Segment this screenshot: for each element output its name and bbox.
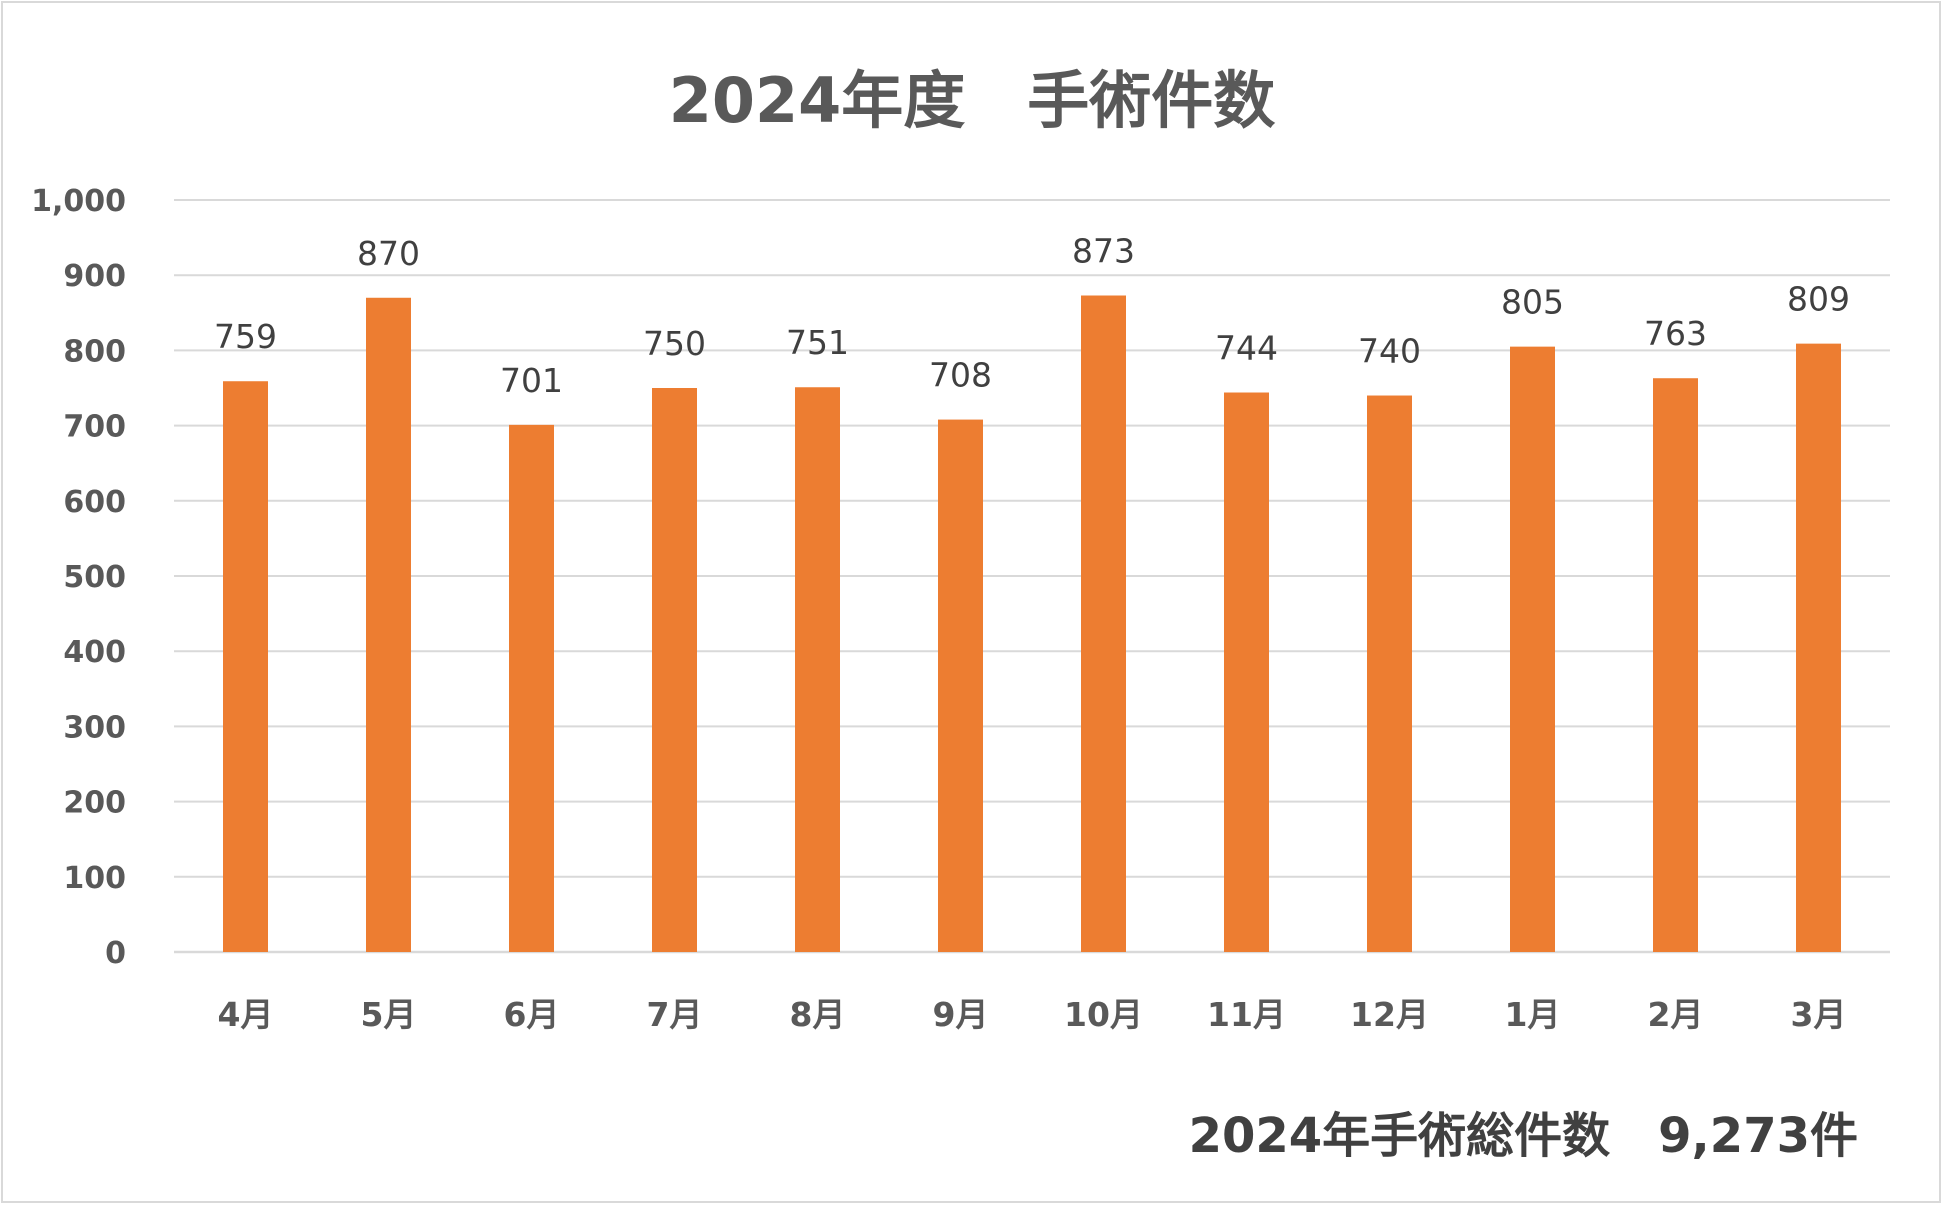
x-tick-label: 9月 (933, 995, 989, 1034)
x-tick-label: 8月 (790, 995, 846, 1034)
data-label: 809 (1787, 280, 1850, 319)
bar (938, 419, 983, 953)
x-tick-label: 2月 (1648, 995, 1704, 1034)
x-tick-label: 7月 (647, 995, 703, 1034)
bar (1224, 392, 1269, 953)
data-label: 805 (1501, 283, 1564, 322)
y-tick-label: 900 (63, 259, 126, 294)
data-labels: 759 870 701 750 751 708 873 744 740 805 763 809 (214, 232, 1850, 400)
y-tick-label: 800 (63, 334, 126, 369)
bar (795, 387, 840, 952)
x-tick-label: 3月 (1791, 995, 1847, 1034)
bar (509, 424, 554, 952)
data-label: 708 (929, 356, 992, 395)
bar (1796, 343, 1841, 953)
x-tick-label: 4月 (218, 995, 274, 1034)
y-tick-label: 500 (63, 560, 126, 595)
data-label: 744 (1215, 329, 1278, 368)
x-tick-label: 11月 (1207, 995, 1286, 1034)
data-label: 751 (786, 323, 849, 362)
data-label: 759 (214, 317, 277, 356)
bar (1653, 378, 1698, 952)
y-tick-label: 400 (63, 635, 126, 670)
x-tick-label: 12月 (1350, 995, 1429, 1034)
bar (652, 388, 697, 952)
y-tick-label: 0 (105, 936, 126, 971)
data-label: 750 (643, 324, 706, 363)
x-tick-label: 5月 (361, 995, 417, 1034)
y-tick-label: 600 (63, 485, 126, 520)
x-tick-label: 10月 (1064, 995, 1143, 1034)
bar (1367, 395, 1412, 952)
total-annotation: 2024年手術総件数 9,273件 (1189, 1108, 1858, 1164)
data-label: 873 (1072, 232, 1135, 271)
chart-title: 2024年度 手術件数 (669, 64, 1276, 137)
y-tick-label: 700 (63, 410, 126, 445)
data-label: 701 (500, 361, 563, 400)
gridlines (174, 199, 1890, 954)
y-tick-label: 1,000 (31, 184, 126, 219)
y-tick-label: 100 (63, 861, 126, 896)
x-tick-label: 6月 (504, 995, 560, 1034)
bar (223, 381, 268, 952)
y-tick-label: 200 (63, 786, 126, 821)
data-label: 740 (1358, 332, 1421, 371)
y-tick-label: 300 (63, 710, 126, 745)
y-axis-ticks: 0 100 200 300 400 500 600 700 800 900 1,000 (31, 184, 126, 971)
x-axis-ticks: 4月 5月 6月 7月 8月 9月 10月 11月 12月 1月 2月 3月 (218, 995, 1847, 1034)
bar (1510, 346, 1555, 952)
bar (1081, 295, 1126, 952)
data-label: 763 (1644, 314, 1707, 353)
data-label: 870 (357, 234, 420, 273)
x-tick-label: 1月 (1505, 995, 1561, 1034)
bar (366, 297, 411, 952)
bars (223, 295, 1841, 953)
